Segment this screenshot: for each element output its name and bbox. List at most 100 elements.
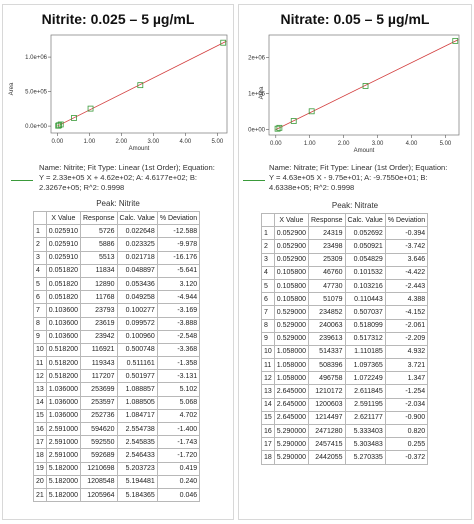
table-cell: 0.046 xyxy=(156,487,201,503)
table-cell: 594620 xyxy=(80,421,118,437)
row-index: 5 xyxy=(261,278,275,294)
table-row: 18 5.290000 2442055 5.270335 -0.372 xyxy=(261,450,429,465)
header-index xyxy=(33,210,47,226)
equation-line-1: Name: Nitrite; Fit Type: Linear (1st Ord… xyxy=(39,163,215,172)
y-tick-label: 2e+06 xyxy=(248,55,266,61)
table-cell: 1.088857 xyxy=(116,382,158,397)
x-axis-label: Amount xyxy=(354,148,375,154)
column-header: Response xyxy=(308,212,346,228)
table-cell: 0.511161 xyxy=(116,356,158,371)
table-row: 18 2.591000 592689 2.546433 -1.720 xyxy=(33,448,201,463)
y-axis-label: Area xyxy=(259,86,265,99)
nitrate-calibration-chart: 0.00 1.00 2.00 3.00 4.00 5.00 0e+00 1e+06 2e+06 A… xyxy=(248,34,460,154)
table-caption: Peak: Nitrate xyxy=(331,201,379,210)
table-row: 21 5.182000 1205964 5.184365 0.046 xyxy=(33,487,201,503)
table-row: 8 0.529000 240063 0.518099 -2.061 xyxy=(261,318,429,333)
table-cell: -1.720 xyxy=(156,448,201,463)
table-row: 11 1.058000 508396 1.097365 3.721 xyxy=(261,358,429,373)
table-cell: 2.621177 xyxy=(344,410,386,426)
table-cell: 23619 xyxy=(80,316,118,331)
row-index: 15 xyxy=(261,410,275,426)
table-cell: 5.290000 xyxy=(273,423,310,439)
table-row: 12 0.518200 117207 0.501977 -3.131 xyxy=(33,369,201,384)
table-cell: -3.169 xyxy=(156,303,201,318)
row-index: 10 xyxy=(33,342,47,358)
table-cell: 5726 xyxy=(80,224,118,239)
table-caption: Peak: Nitrite xyxy=(96,199,140,208)
row-index: 8 xyxy=(261,318,275,333)
nitrite-panel: Nitrite: 0.025 – 5 µg/mL 0.00 1.00 2.00 3.0… xyxy=(2,4,234,520)
table-cell: -3.131 xyxy=(156,369,201,384)
table-cell: 2.546433 xyxy=(116,448,158,463)
x-axis-label: Amount xyxy=(129,146,150,152)
table-cell: 2.591195 xyxy=(344,397,386,412)
table-cell: 240063 xyxy=(308,318,346,333)
table-cell: 0.103600 xyxy=(45,316,82,331)
table-row: 15 2.645000 1214497 2.621177 -0.900 xyxy=(261,410,429,426)
table-cell: 1.088505 xyxy=(116,395,158,410)
row-index: 18 xyxy=(261,450,275,465)
data-point xyxy=(362,83,369,89)
table-cell: 0.501977 xyxy=(116,369,158,384)
row-index: 16 xyxy=(33,421,47,437)
table-row: 4 0.105800 46760 0.101532 -4.422 xyxy=(261,265,429,280)
data-point xyxy=(290,118,297,124)
table-cell: 1214497 xyxy=(308,410,346,426)
table-cell: 4.702 xyxy=(156,408,201,424)
data-point xyxy=(87,105,94,112)
table-row: 17 2.591000 592550 2.545835 -1.743 xyxy=(33,435,201,450)
table-cell: 5.182000 xyxy=(45,474,82,489)
table-cell: 0.820 xyxy=(384,423,429,439)
table-cell: 4.932 xyxy=(384,344,429,360)
row-index: 21 xyxy=(33,487,47,503)
table-cell: 5.203723 xyxy=(116,461,158,476)
y-tick-label: 0e+00 xyxy=(248,128,266,134)
table-cell: -1.743 xyxy=(156,435,201,450)
table-cell: -0.372 xyxy=(384,450,429,465)
row-index: 6 xyxy=(261,292,275,307)
table-cell: 23498 xyxy=(308,239,346,254)
table-cell: -2.548 xyxy=(156,329,201,344)
x-tick-label: 1.00 xyxy=(304,141,316,147)
row-index: 11 xyxy=(33,356,47,371)
table-cell: 0.518200 xyxy=(45,369,82,384)
table-row: 9 0.103600 23942 0.100960 -2.548 xyxy=(33,329,201,344)
x-tick-label: 4.00 xyxy=(180,139,192,145)
table-cell: -3.888 xyxy=(156,316,201,331)
table-cell: 592550 xyxy=(80,435,118,450)
table-row: 5 0.105800 47730 0.103216 -2.443 xyxy=(261,278,429,294)
table-cell: 0.025910 xyxy=(45,224,82,239)
table-cell: 5.182000 xyxy=(45,461,82,476)
table-cell: 1.097365 xyxy=(344,358,386,373)
table-row: 9 0.529000 239613 0.517312 -2.209 xyxy=(261,331,429,346)
table-cell: 252736 xyxy=(80,408,118,424)
row-index: 11 xyxy=(261,358,275,373)
table-cell: 0.103600 xyxy=(45,303,82,318)
table-cell: -16.176 xyxy=(156,250,201,265)
column-header: % Deviation xyxy=(156,210,201,226)
x-tick-label: 2.00 xyxy=(338,141,350,147)
x-tick-label: 3.00 xyxy=(372,141,384,147)
x-tick-label: 3.00 xyxy=(148,139,160,145)
y-tick-label: 1.0e+06 xyxy=(25,55,48,61)
table-row: 1 0.025910 5726 0.022648 -12.588 xyxy=(33,224,201,239)
row-index: 2 xyxy=(33,237,47,252)
table-cell: 0.051820 xyxy=(45,290,82,305)
plot-area xyxy=(268,34,460,136)
table-cell: 0.100277 xyxy=(116,303,158,318)
table-row: 4 0.051820 11834 0.048897 -5.641 xyxy=(33,263,201,278)
table-cell: 5.270335 xyxy=(344,450,386,465)
equation-line-3: 4.6338e+05; R^2: 0.9998 xyxy=(269,183,355,192)
table-cell: 0.051820 xyxy=(45,263,82,278)
row-index: 14 xyxy=(261,397,275,412)
table-cell: 0.025910 xyxy=(45,237,82,252)
row-index: 17 xyxy=(261,437,275,452)
equation-line-2: Y = 4.63e+05 X - 9.75e+01; A: -9.7550e+0… xyxy=(269,173,428,182)
table-cell: -4.422 xyxy=(384,265,429,280)
chart-title: Nitrate: 0.05 – 5 µg/mL xyxy=(280,11,430,27)
table-cell: 0.052900 xyxy=(273,252,310,267)
row-index: 14 xyxy=(33,395,47,410)
table-cell: 2.591000 xyxy=(45,448,82,463)
data-point xyxy=(220,39,227,46)
column-header: Calc. Value xyxy=(344,212,386,228)
